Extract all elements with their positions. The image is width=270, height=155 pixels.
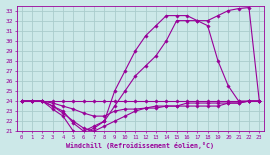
X-axis label: Windchill (Refroidissement éolien,°C): Windchill (Refroidissement éolien,°C) bbox=[66, 142, 214, 149]
